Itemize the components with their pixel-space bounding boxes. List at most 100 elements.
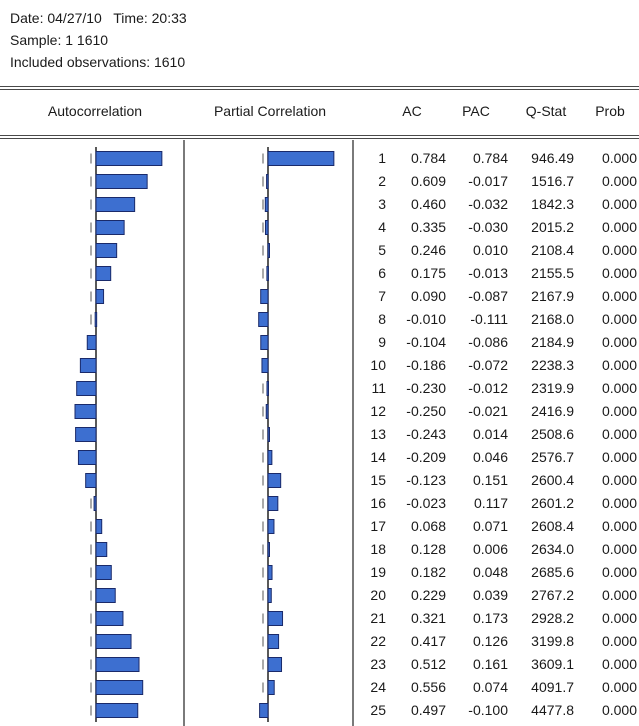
- table-row: 17 0.068 0.071 2608.4 0.000: [0, 515, 639, 538]
- pac-bar-lag-15: [267, 473, 282, 488]
- lag-cell: 11: [371, 380, 386, 396]
- ac-cell: -0.230: [406, 380, 446, 396]
- qstat-cell: 2319.9: [531, 380, 574, 396]
- qstat-cell: 2155.5: [531, 265, 574, 281]
- lag-cell: 6: [378, 265, 386, 281]
- ac-bar-lag-22: [95, 634, 132, 649]
- pac-bar-lag-6: [266, 266, 269, 281]
- pac-cell: 0.010: [472, 242, 508, 258]
- ac-cell: 0.182: [410, 564, 446, 580]
- ac-bar-lag-13: [75, 427, 97, 442]
- pac-bar-lag-12: [265, 404, 269, 419]
- lag-cell: 19: [370, 564, 386, 580]
- qstat-cell: 3199.8: [531, 633, 574, 649]
- qstat-cell: 2108.4: [531, 242, 574, 258]
- qstat-cell: 2601.2: [531, 495, 574, 511]
- table-row: 25 0.497 -0.100 4477.8 0.000: [0, 699, 639, 722]
- pac-cell: -0.012: [468, 380, 508, 396]
- lag-cell: 15: [370, 472, 386, 488]
- table-row: 1 0.784 0.784 946.49 0.000: [0, 147, 639, 170]
- prob-cell: 0.000: [601, 472, 637, 488]
- prob-cell: 0.000: [601, 380, 637, 396]
- table-row: 9 -0.104 -0.086 2184.9 0.000: [0, 331, 639, 354]
- pac-cell: -0.030: [468, 219, 508, 235]
- pac-cell: 0.784: [472, 150, 508, 166]
- pac-bar-lag-3: [264, 197, 269, 212]
- table-row: 4 0.335 -0.030 2015.2 0.000: [0, 216, 639, 239]
- lag-cell: 21: [370, 610, 386, 626]
- separator-ac-pac: [183, 140, 185, 726]
- table-row: 18 0.128 0.006 2634.0 0.000: [0, 538, 639, 561]
- lag-cell: 7: [378, 288, 386, 304]
- prob-cell: 0.000: [601, 196, 637, 212]
- qstat-cell: 4091.7: [531, 679, 574, 695]
- table-row: 24 0.556 0.074 4091.7 0.000: [0, 676, 639, 699]
- qstat-cell: 2634.0: [531, 541, 574, 557]
- ac-cell: -0.250: [406, 403, 446, 419]
- table-row: 20 0.229 0.039 2767.2 0.000: [0, 584, 639, 607]
- table-row: 16 -0.023 0.117 2601.2 0.000: [0, 492, 639, 515]
- ac-bar-lag-5: [95, 243, 118, 258]
- qstat-cell: 2608.4: [531, 518, 574, 534]
- qstat-cell: 2167.9: [531, 288, 574, 304]
- pac-bar-lag-16: [267, 496, 279, 511]
- pac-cell: 0.173: [472, 610, 508, 626]
- lag-cell: 25: [370, 702, 386, 718]
- pac-cell: 0.006: [472, 541, 508, 557]
- prob-cell: 0.000: [601, 311, 637, 327]
- ac-bar-lag-8: [94, 312, 98, 327]
- table-row: 14 -0.209 0.046 2576.7 0.000: [0, 446, 639, 469]
- separator-pac-table: [352, 140, 354, 726]
- table-row: 23 0.512 0.161 3609.1 0.000: [0, 653, 639, 676]
- qstat-cell: 2685.6: [531, 564, 574, 580]
- pac-cell: -0.111: [470, 311, 508, 327]
- pac-bar-lag-19: [267, 565, 273, 580]
- table-row: 22 0.417 0.126 3199.8 0.000: [0, 630, 639, 653]
- ac-bar-lag-15: [85, 473, 97, 488]
- ac-cell: 0.417: [410, 633, 446, 649]
- lag-cell: 14: [370, 449, 386, 465]
- table-row: 7 0.090 -0.087 2167.9 0.000: [0, 285, 639, 308]
- prob-cell: 0.000: [601, 633, 637, 649]
- pac-bar-lag-8: [258, 312, 269, 327]
- qstat-cell: 2238.3: [531, 357, 574, 373]
- table-row: 10 -0.186 -0.072 2238.3 0.000: [0, 354, 639, 377]
- ac-cell: -0.104: [406, 334, 446, 350]
- pac-bar-lag-22: [267, 634, 280, 649]
- ac-bar-lag-1: [95, 151, 163, 166]
- prob-cell: 0.000: [601, 679, 637, 695]
- ac-bar-lag-10: [79, 358, 97, 373]
- ac-bar-lag-14: [77, 450, 97, 465]
- pac-bar-lag-9: [260, 335, 269, 350]
- pac-bar-lag-13: [267, 427, 270, 442]
- ac-cell: 0.512: [410, 656, 446, 672]
- ac-bar-lag-24: [95, 680, 144, 695]
- ac-bar-lag-21: [95, 611, 124, 626]
- prob-cell: 0.000: [601, 265, 637, 281]
- qstat-cell: 2015.2: [531, 219, 574, 235]
- table-row: 2 0.609 -0.017 1516.7 0.000: [0, 170, 639, 193]
- table-row: 3 0.460 -0.032 1842.3 0.000: [0, 193, 639, 216]
- prob-cell: 0.000: [601, 610, 637, 626]
- lag-cell: 20: [370, 587, 386, 603]
- qstat-cell: 2928.2: [531, 610, 574, 626]
- table-row: 11 -0.230 -0.012 2319.9 0.000: [0, 377, 639, 400]
- ac-cell: -0.123: [406, 472, 446, 488]
- prob-cell: 0.000: [601, 518, 637, 534]
- ac-cell: 0.246: [410, 242, 446, 258]
- ac-bar-lag-20: [95, 588, 116, 603]
- lag-cell: 3: [378, 196, 386, 212]
- pac-cell: -0.017: [468, 173, 508, 189]
- col-header-partial-correlation: Partial Correlation: [213, 103, 327, 119]
- col-header-autocorrelation: Autocorrelation: [47, 103, 143, 119]
- pac-cell: 0.117: [474, 495, 508, 511]
- pac-bar-lag-18: [267, 542, 270, 557]
- ac-cell: -0.243: [406, 426, 446, 442]
- table-top-rule: [0, 86, 639, 87]
- pac-cell: 0.046: [472, 449, 508, 465]
- ac-bar-lag-25: [95, 703, 139, 718]
- pac-cell: 0.074: [472, 679, 508, 695]
- header-bottom-rule-double: [0, 138, 639, 139]
- prob-cell: 0.000: [601, 173, 637, 189]
